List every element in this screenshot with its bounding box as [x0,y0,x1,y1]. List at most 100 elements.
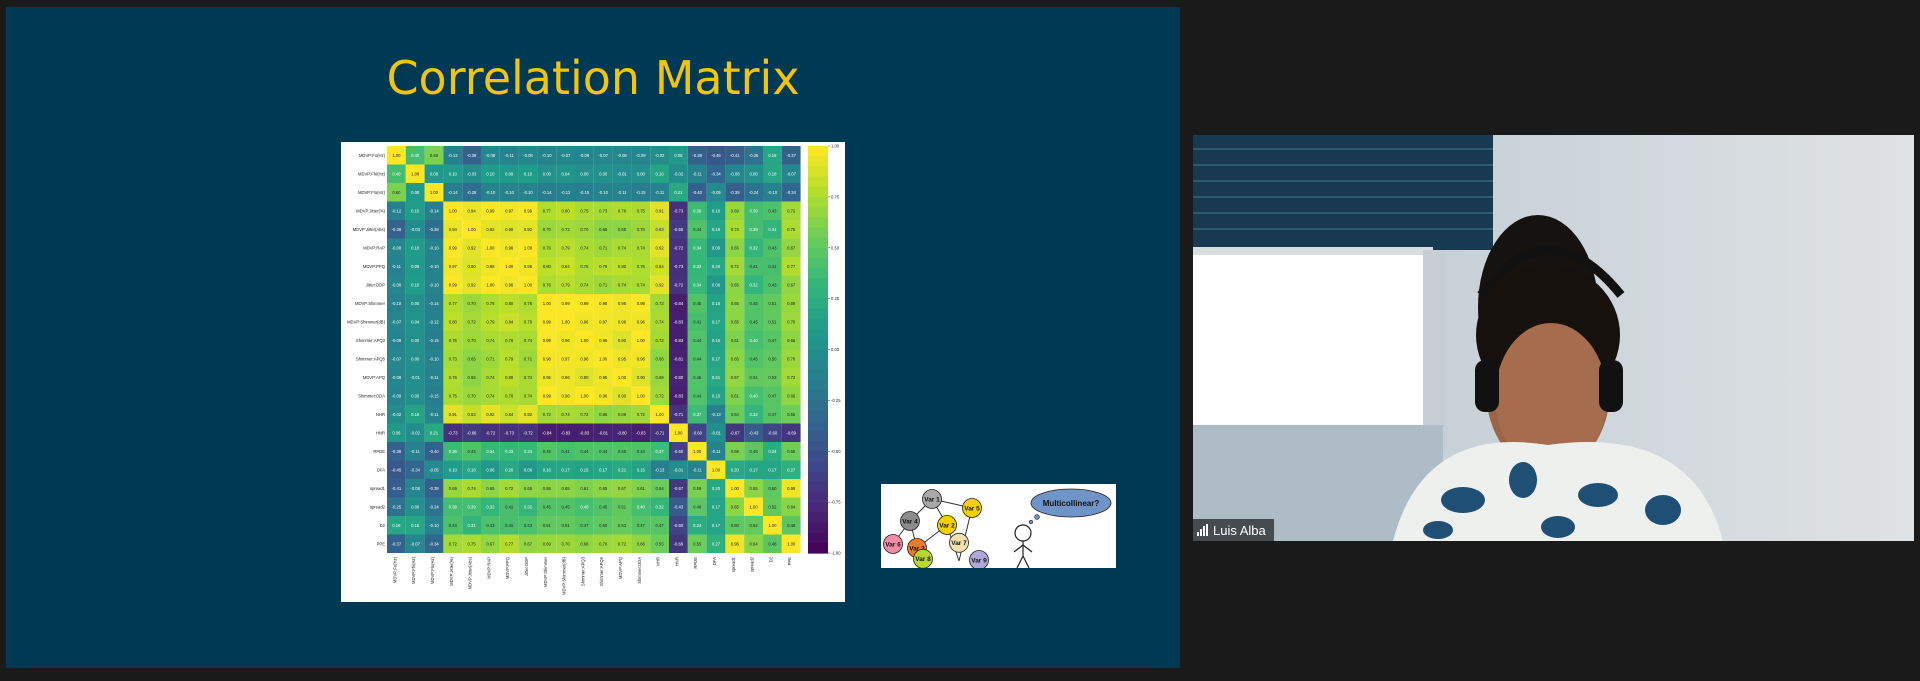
heatmap-cell [424,423,444,442]
heatmap-cell-label: 1.00 [468,227,477,232]
heatmap-cell [612,423,632,442]
heatmap-row-label: MDVP:Fhi(Hz) [358,171,386,176]
heatmap-cell [706,257,726,276]
heatmap-cell [424,164,444,183]
heatmap-cell-label: -0.10 [429,523,439,528]
heatmap-cell-label: 0.53 [768,375,777,380]
heatmap-cell-label: 0.79 [486,319,495,324]
heatmap-cell [481,257,500,276]
heatmap-cell-label: 0.70 [599,541,608,546]
heatmap-cell [612,257,632,276]
heatmap-cell-label: 0.70 [468,338,477,343]
heatmap-cell-label: 1.00 [486,282,495,287]
heatmap-cell-label: 0.70 [468,301,477,306]
heatmap-cell-label: 0.51 [768,319,777,324]
thought-bubble-text: Multicollinear? [1043,499,1100,508]
heatmap-cell-label: -0.83 [674,319,684,324]
heatmap-cell-label: -0.41 [392,486,402,491]
heatmap-cell [575,516,594,535]
heatmap-cell [669,497,688,516]
heatmap-cell [481,183,500,202]
heatmap-cell [556,275,575,294]
heatmap-cell [405,479,425,498]
heatmap-cell [537,183,557,202]
heatmap-cell-label: -0.11 [505,153,515,158]
heatmap-cell [593,460,613,479]
heatmap-row-label: Shimmer:APQ3 [356,338,386,343]
heatmap-cell [706,497,726,516]
heatmap-cell [631,183,651,202]
heatmap-cell [781,516,801,535]
heatmap-cell-label: 1.00 [449,208,458,213]
heatmap-cell [593,516,613,535]
heatmap-cell-label: 0.32 [750,245,759,250]
heatmap-cell-label: 0.16 [656,171,665,176]
heatmap-cell [744,460,763,479]
heatmap-cell [424,405,444,424]
heatmap-cell-label: -0.02 [392,412,402,417]
heatmap-col-label: MDVP:RAP [486,557,491,579]
heatmap-cell [462,183,481,202]
heatmap-cell [706,516,726,535]
heatmap-cell [443,183,463,202]
heatmap-cell-label: -0.60 [768,430,778,435]
diagram-node-label: Var 6 [885,541,901,548]
heatmap-cell-label: 0.00 [411,301,420,306]
heatmap-cell-label: 0.79 [599,264,608,269]
heatmap-cell [593,386,613,405]
heatmap-cell [781,146,801,165]
heatmap-cell-label: -0.14 [429,301,439,306]
heatmap-cell-label: 0.91 [656,208,665,213]
heatmap-cell-label: 0.64 [787,504,796,509]
heatmap-cell [575,423,594,442]
heatmap-cell [781,405,801,424]
heatmap-cell [631,238,651,257]
heatmap-cell [481,349,500,368]
heatmap-cell-label: 0.74 [580,282,589,287]
heatmap-cell [612,183,632,202]
heatmap-cell-label: 0.31 [468,523,477,528]
heatmap-cell [575,164,594,183]
heatmap-cell [424,331,444,350]
heatmap-cell-label: -0.14 [542,190,552,195]
heatmap-cell-label: 0.08 [430,171,439,176]
heatmap-cell-label: 0.94 [468,208,477,213]
heatmap-cell-label: 0.21 [430,430,439,435]
diagram-node-label: Var 3 [909,545,925,552]
heatmap-cell [499,386,519,405]
heatmap-cell-label: 0.10 [411,208,420,213]
heatmap-cell-label: 0.47 [768,338,777,343]
heatmap-cell-label: 1.00 [562,319,571,324]
heatmap-row-label: spread1 [370,486,386,491]
heatmap-cell [612,238,632,257]
heatmap-row-label: PPE [377,541,386,546]
heatmap-cell-label: 0.41 [750,264,759,269]
heatmap-cell [631,146,651,165]
heatmap-cell-label: 0.59 [693,486,702,491]
heatmap-cell-label: 0.06 [674,153,683,158]
heatmap-cell-label: -0.11 [392,264,402,269]
heatmap-cell-label: 0.74 [486,393,495,398]
heatmap-cell [405,497,425,516]
diagram-node: Var 4 [900,511,920,531]
heatmap-cell-label: 0.27 [712,541,721,546]
heatmap-cell-label: -0.60 [692,430,702,435]
heatmap-cell [669,349,688,368]
heatmap-cell [593,423,613,442]
heatmap-cell [443,534,463,553]
heatmap-cell-label: -0.66 [467,430,477,435]
heatmap-cell [612,275,632,294]
heatmap-cell-label: 0.45 [562,504,571,509]
heatmap-cell-label: -0.02 [410,430,420,435]
heatmap-cell [556,534,575,553]
heatmap-cell [405,275,425,294]
heatmap-cell-label: -0.38 [692,153,702,158]
heatmap-cell [387,201,406,220]
heatmap-cell [781,534,801,553]
heatmap-cell-label: -0.08 [410,486,420,491]
heatmap-cell-label: 0.92 [656,282,665,287]
heatmap-row-label: spread2 [370,504,386,509]
heatmap-cell-label: 0.34 [693,245,702,250]
heatmap-cell [575,257,594,276]
heatmap-cell-label: 0.40 [637,504,646,509]
